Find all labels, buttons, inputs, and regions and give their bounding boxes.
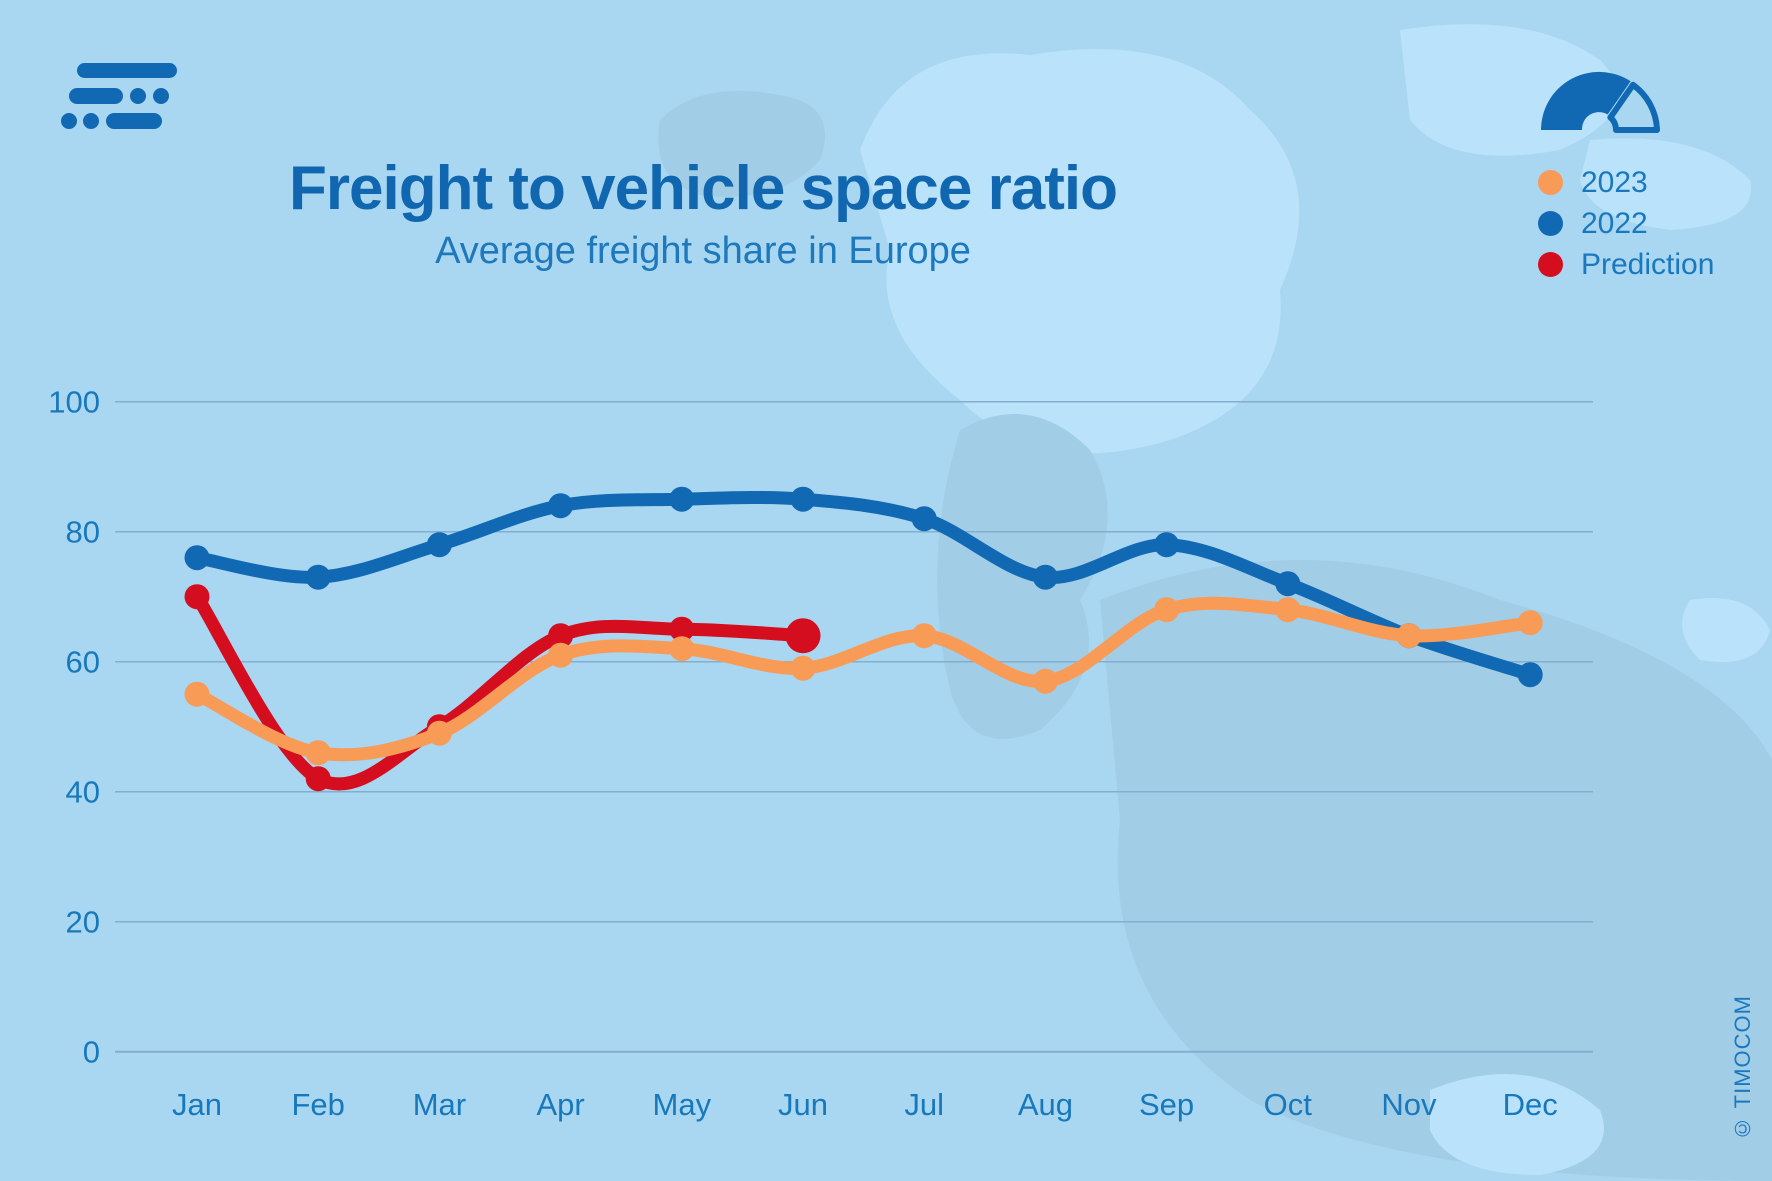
gauge-filled-sector [1541, 71, 1631, 130]
logo-dot [83, 113, 99, 129]
x-tick-jul: Jul [904, 1087, 944, 1122]
chart-legend: 2023 2022 Prediction [1538, 162, 1758, 285]
data-point-2022-dec [1517, 662, 1543, 688]
x-tick-jan: Jan [172, 1087, 222, 1122]
logo-dot [153, 88, 169, 104]
y-tick-60: 60 [66, 645, 100, 680]
x-tick-aug: Aug [1018, 1087, 1073, 1122]
series-2022-line [190, 490, 1537, 682]
data-point-2022-may [669, 486, 695, 512]
page-title: Freight to vehicle space ratio [289, 154, 1118, 223]
map-blob [1682, 598, 1770, 662]
x-tick-may: May [653, 1087, 712, 1122]
data-point-2023-apr [548, 642, 574, 668]
data-point-2022-sep [1154, 532, 1180, 558]
legend-swatch-prediction [1538, 252, 1563, 277]
legend-label-prediction: Prediction [1581, 247, 1715, 281]
gauge-icon [1541, 71, 1660, 133]
y-tick-20: 20 [66, 905, 100, 940]
legend-label-2023: 2023 [1581, 165, 1648, 199]
data-point-2022-jun [790, 486, 816, 512]
data-point-2023-nov [1396, 623, 1422, 649]
legend-swatch-2022 [1538, 211, 1563, 236]
x-tick-mar: Mar [413, 1087, 466, 1122]
data-point-2022-jul [911, 506, 937, 532]
data-point-2022-mar [426, 532, 452, 558]
series-2022 [184, 486, 1543, 688]
data-point-2023-may [669, 636, 695, 662]
data-point-prediction-may [669, 616, 695, 642]
data-point-2023-jan [184, 681, 210, 707]
map-blob [1430, 1074, 1604, 1175]
series-2023-line [190, 596, 1537, 762]
data-point-2022-apr [548, 493, 574, 519]
gauge-outline-sector [1607, 81, 1660, 133]
legend-item-2022: 2022 [1538, 203, 1758, 244]
x-tick-nov: Nov [1381, 1087, 1437, 1122]
data-point-2023-oct [1275, 597, 1301, 623]
logo-bar [69, 88, 123, 104]
data-point-prediction-jan [184, 584, 210, 610]
data-point-2023-aug [1032, 668, 1058, 694]
data-point-2022-aug [1032, 564, 1058, 590]
data-point-2023-jun [790, 655, 816, 681]
data-point-2023-feb [305, 740, 331, 766]
y-tick-40: 40 [66, 775, 100, 810]
data-point-2022-feb [305, 564, 331, 590]
logo-dot [61, 113, 77, 129]
x-tick-feb: Feb [291, 1087, 344, 1122]
data-point-2023-mar [426, 720, 452, 746]
series-2023 [184, 596, 1543, 766]
y-tick-0: 0 [83, 1035, 100, 1070]
logo-bar [106, 113, 162, 129]
x-tick-apr: Apr [536, 1087, 584, 1122]
data-point-prediction-apr [548, 623, 574, 649]
legend-item-2023: 2023 [1538, 162, 1758, 203]
timocom-logo [58, 60, 188, 135]
x-tick-oct: Oct [1264, 1087, 1313, 1122]
data-point-2023-dec [1517, 610, 1543, 636]
data-point-2023-sep [1154, 597, 1180, 623]
data-point-prediction-feb [305, 766, 331, 792]
legend-swatch-2023 [1538, 170, 1563, 195]
data-point-prediction-jun [785, 618, 821, 654]
copyright-note: © TIMOCOM [1730, 994, 1755, 1141]
x-tick-sep: Sep [1139, 1087, 1194, 1122]
map-blob [1580, 138, 1751, 230]
map-blob [1100, 560, 1772, 1181]
data-point-2022-jan [184, 545, 210, 571]
y-tick-80: 80 [66, 515, 100, 550]
data-point-2022-oct [1275, 571, 1301, 597]
map-blob [860, 49, 1300, 454]
page-subtitle: Average freight share in Europe [435, 230, 971, 272]
x-tick-jun: Jun [778, 1087, 828, 1122]
legend-label-2022: 2022 [1581, 206, 1648, 240]
header: Freight to vehicle space ratio Average f… [0, 154, 1406, 272]
legend-item-prediction: Prediction [1538, 244, 1758, 285]
x-tick-dec: Dec [1503, 1087, 1558, 1122]
data-point-2023-jul [911, 623, 937, 649]
map-blob [658, 90, 825, 197]
logo-bar [77, 63, 177, 78]
y-tick-100: 100 [48, 385, 100, 420]
logo-dot [130, 88, 146, 104]
